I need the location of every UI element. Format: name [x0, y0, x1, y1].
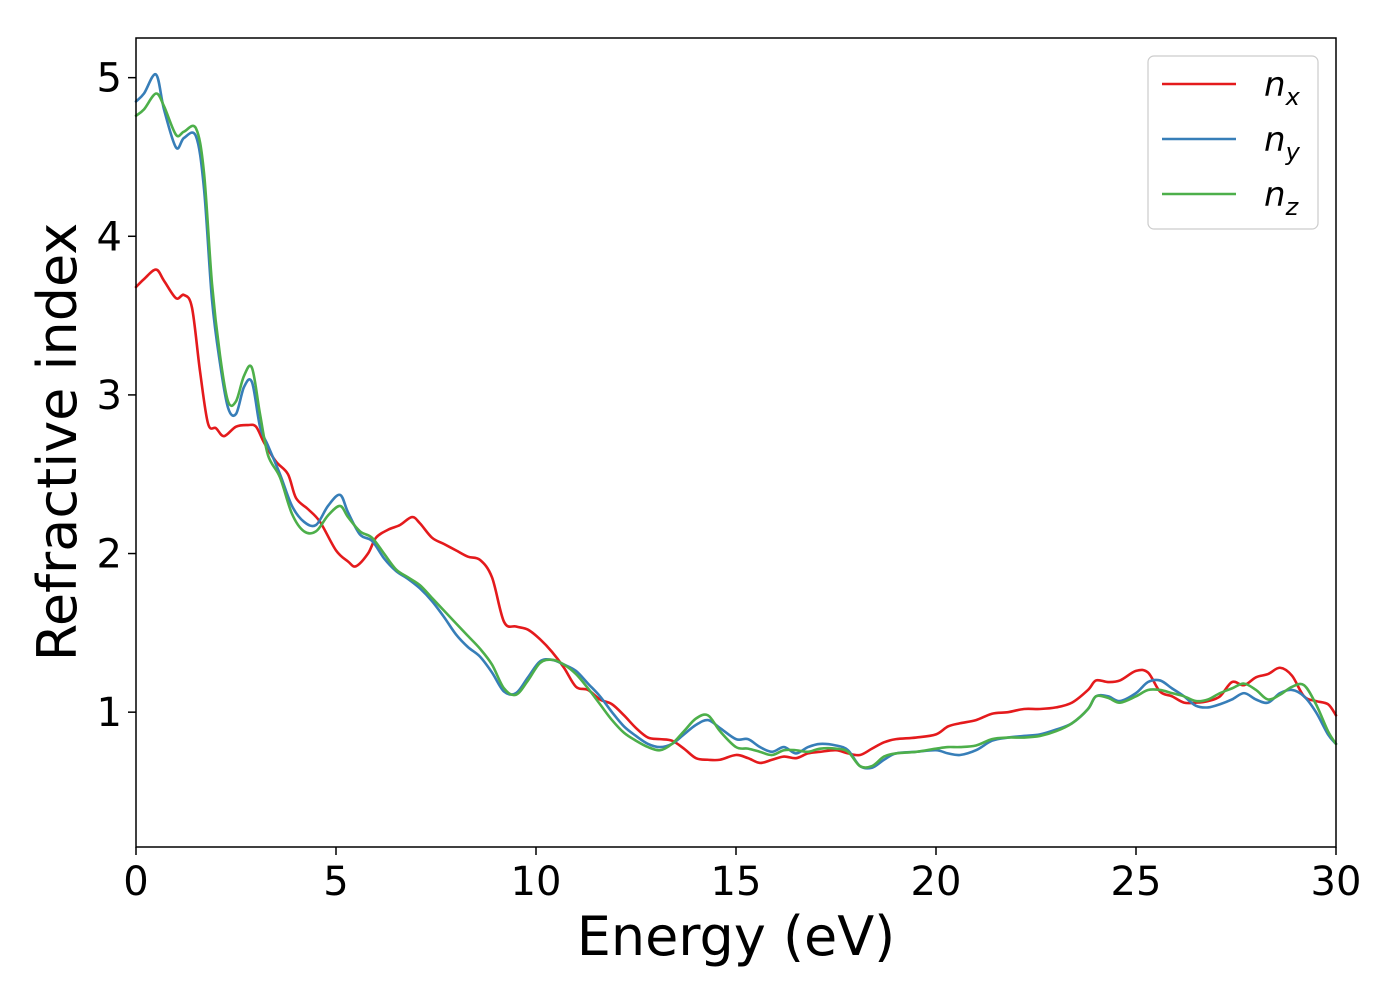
y-tick-label: 2: [97, 532, 122, 578]
series-layer: [134, 73, 1338, 770]
y-tick-label: 3: [97, 373, 122, 419]
legend-box: [1147, 55, 1319, 230]
series-line-z: [134, 92, 1338, 769]
y-tick-label: 4: [97, 214, 122, 260]
y-axis-ticks: 1 2 3 4 5: [97, 56, 136, 736]
y-tick-label: 1: [97, 690, 122, 736]
legend-label-y: ny: [1264, 120, 1301, 166]
legend-subscript-z: z: [1285, 193, 1300, 221]
legend-label-x: nx: [1264, 65, 1301, 111]
x-tick-label: 30: [1311, 859, 1362, 905]
x-axis-label: Energy (eV): [577, 905, 896, 968]
legend-subscript-x: x: [1285, 83, 1301, 111]
y-tick-label: 5: [97, 56, 122, 102]
legend-subscript-y: y: [1285, 138, 1301, 166]
x-tick-label: 10: [511, 859, 562, 905]
x-axis-ticks: 0 5 10 15 20 25 30: [123, 847, 1361, 905]
x-tick-label: 0: [123, 859, 148, 905]
x-tick-label: 25: [1111, 859, 1162, 905]
y-axis-label: Refractive index: [26, 223, 89, 662]
series-line-x: [134, 268, 1338, 765]
x-tick-label: 5: [323, 859, 348, 905]
x-tick-label: 15: [711, 859, 762, 905]
x-tick-label: 20: [911, 859, 962, 905]
